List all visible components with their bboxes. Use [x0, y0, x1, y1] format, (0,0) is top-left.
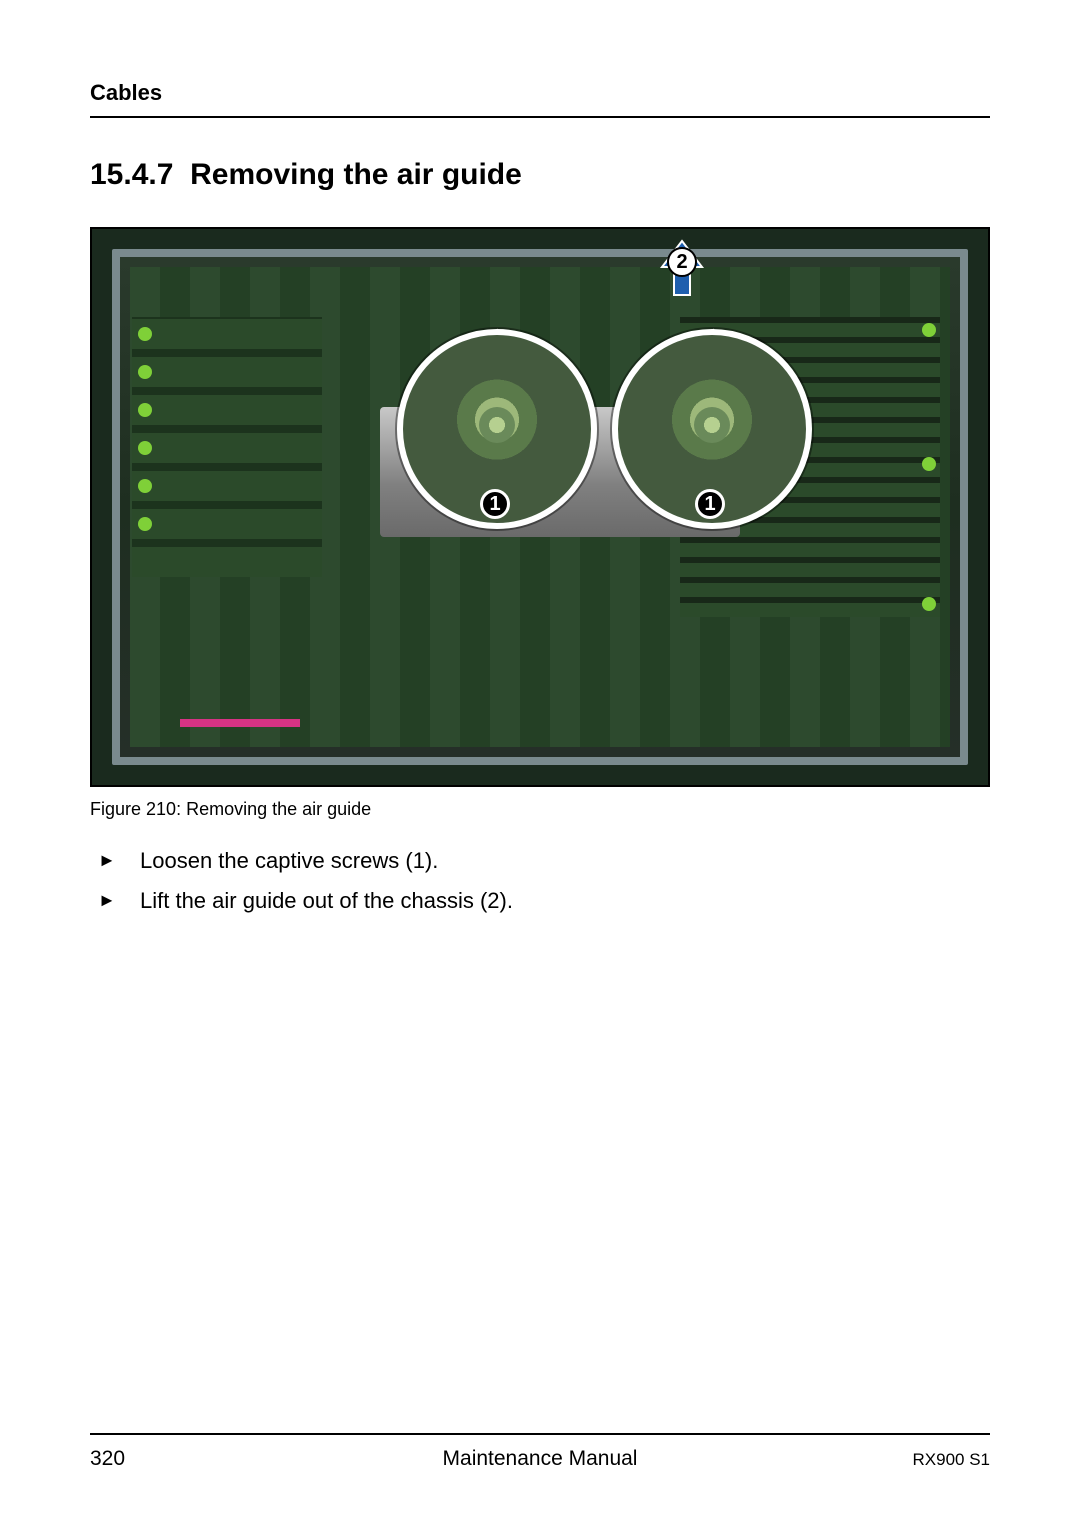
callout-badge-2: 2 — [667, 247, 697, 277]
latch-icon — [922, 457, 936, 471]
footer-model: RX900 S1 — [913, 1450, 991, 1470]
callout-badge-1: 1 — [695, 489, 725, 519]
page-number: 320 — [90, 1447, 125, 1471]
captive-screw-icon — [479, 407, 515, 443]
footer-center: Maintenance Manual — [443, 1447, 638, 1471]
latch-icon — [138, 327, 152, 341]
section-heading: 15.4.7 Removing the air guide — [90, 158, 990, 192]
latch-icon — [922, 597, 936, 611]
running-header: Cables — [90, 80, 990, 118]
pci-slots — [132, 317, 322, 577]
latch-icon — [138, 365, 152, 379]
procedure-steps: Loosen the captive screws (1). Lift the … — [90, 848, 990, 914]
step-item: Lift the air guide out of the chassis (2… — [118, 888, 990, 914]
latch-icon — [922, 323, 936, 337]
callout-badge-1: 1 — [480, 489, 510, 519]
latch-icon — [138, 403, 152, 417]
latch-icon — [138, 479, 152, 493]
figure-caption: Figure 210: Removing the air guide — [90, 799, 990, 820]
figure-caption-text: Removing the air guide — [186, 799, 371, 819]
latch-icon — [138, 441, 152, 455]
cable-pink — [180, 719, 300, 727]
section-title: Removing the air guide — [190, 158, 522, 191]
latch-icon — [138, 517, 152, 531]
step-item: Loosen the captive screws (1). — [118, 848, 990, 874]
figure-image: 1 1 2 — [90, 227, 990, 787]
page-footer: 320 Maintenance Manual RX900 S1 — [90, 1433, 990, 1471]
section-number: 15.4.7 — [90, 158, 173, 191]
captive-screw-icon — [694, 407, 730, 443]
figure-number: Figure 210 — [90, 799, 176, 819]
